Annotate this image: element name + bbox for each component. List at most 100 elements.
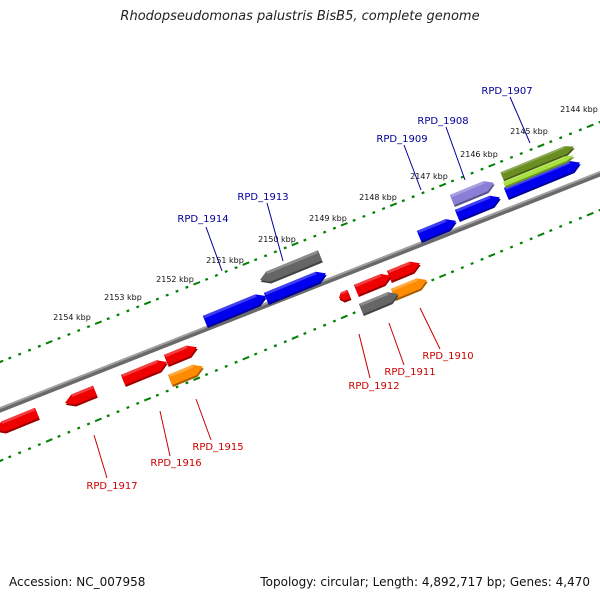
- minor-tick: [254, 258, 258, 262]
- gene-label-rpd-1915: RPD_1915: [192, 442, 243, 453]
- gene-arrow-rpd-1916: [120, 360, 168, 387]
- minor-tick: [273, 250, 278, 254]
- gene-arrow-rpd-1910-red: [386, 261, 421, 283]
- minor-tick: [519, 241, 524, 245]
- gene-arrow-rpd-1915-red: [163, 345, 198, 367]
- minor-tick: [372, 210, 376, 215]
- minor-tick: [529, 237, 533, 241]
- minor-tick: [332, 226, 337, 230]
- gene-arrow-rpd-1913-gray: [260, 250, 323, 284]
- minor-tick: [362, 214, 366, 218]
- minor-tick: [185, 381, 189, 385]
- minor-tick: [499, 249, 504, 253]
- minor-tick: [332, 319, 337, 323]
- minor-tick: [17, 451, 22, 455]
- gene-label-leader: [93, 434, 108, 479]
- minor-tick: [352, 311, 356, 315]
- major-tick: [586, 123, 594, 129]
- minor-tick: [106, 414, 110, 418]
- gene-label-leader: [195, 398, 212, 441]
- minor-tick: [165, 389, 169, 393]
- minor-tick: [578, 128, 583, 132]
- minor-tick: [431, 278, 435, 282]
- scale-rings: 2144 kbp 2145 kbp 2146 kbp 2147 kbp 2148 kbp…: [0, 105, 600, 463]
- minor-tick: [224, 269, 228, 274]
- gene-arrow-rpd-1915: [167, 364, 204, 387]
- genome-summary-text: Topology: circular; Length: 4,892,717 bp…: [260, 575, 590, 589]
- scale-label: 2147 kbp: [410, 172, 448, 181]
- major-tick: [439, 273, 447, 279]
- minor-tick: [352, 218, 356, 222]
- minor-tick: [460, 266, 464, 270]
- minor-tick: [411, 195, 415, 199]
- minor-tick: [8, 356, 12, 360]
- gene-arrow-rpd-1917: [65, 385, 98, 407]
- minor-tick: [106, 317, 110, 321]
- gene-arrow-rpd-1911: [358, 292, 399, 316]
- gene-arrow-rpd-1909: [454, 195, 501, 222]
- gene-label-rpd-1917: RPD_1917: [86, 481, 137, 492]
- major-tick: [94, 417, 102, 423]
- major-tick: [94, 320, 102, 325]
- minor-tick: [303, 331, 307, 336]
- minor-tick: [126, 309, 130, 313]
- minor-tick: [313, 327, 317, 331]
- gene-arrow-rpd-1914: [202, 294, 267, 328]
- minor-tick: [67, 430, 71, 434]
- minor-tick: [214, 368, 219, 373]
- gene-label-leader: [445, 126, 466, 181]
- minor-tick: [204, 277, 209, 281]
- minor-tick: [57, 336, 61, 340]
- major-tick: [291, 335, 299, 340]
- major-tick: [193, 281, 201, 286]
- gene-label-leader: [509, 96, 531, 144]
- gene-label-leader: [419, 307, 441, 350]
- major-tick: [340, 314, 348, 320]
- minor-tick: [224, 364, 228, 368]
- major-tick: [291, 241, 299, 247]
- minor-tick: [450, 270, 455, 274]
- gene-label-rpd-1912: RPD_1912: [348, 381, 399, 392]
- gene-arrow-rpd-1908: [449, 181, 495, 207]
- minor-tick: [421, 191, 425, 195]
- minor-tick: [263, 254, 268, 258]
- major-tick: [0, 359, 4, 364]
- minor-tick: [519, 151, 523, 156]
- minor-tick: [273, 344, 278, 348]
- minor-tick: [234, 360, 238, 364]
- minor-tick: [283, 246, 287, 250]
- minor-tick: [499, 159, 504, 163]
- major-tick: [537, 143, 545, 148]
- gene-arrow-rpd-1910: [390, 278, 428, 301]
- gene-labels: RPD_1907 RPD_1908 RPD_1909 RPD_1913 RPD_1914…: [86, 86, 532, 492]
- minor-tick: [283, 340, 287, 344]
- minor-tick: [303, 238, 307, 242]
- minor-tick: [381, 206, 386, 211]
- major-tick: [45, 438, 53, 443]
- minor-tick: [568, 132, 573, 136]
- gene-arrow-rpd-1912: [339, 289, 352, 303]
- major-tick: [488, 163, 496, 168]
- minor-tick: [549, 140, 553, 144]
- scale-label: 2153 kbp: [104, 293, 142, 302]
- minor-tick: [17, 352, 22, 356]
- minor-tick: [175, 289, 179, 293]
- minor-tick: [480, 257, 484, 261]
- gene-label-rpd-1916: RPD_1916: [150, 458, 201, 469]
- major-tick: [242, 355, 250, 361]
- minor-tick: [578, 216, 583, 220]
- minor-tick: [214, 273, 219, 278]
- minor-tick: [57, 434, 61, 438]
- gene-label-leader: [403, 144, 422, 191]
- gene-arrow-rpd-1909b: [416, 219, 457, 243]
- gene-label-rpd-1910: RPD_1910: [422, 351, 473, 362]
- minor-tick: [37, 442, 42, 447]
- minor-tick: [204, 372, 209, 377]
- scale-label: 2152 kbp: [156, 275, 194, 284]
- major-tick: [389, 202, 398, 207]
- minor-tick: [234, 266, 238, 270]
- gene-arrow-rpd-1907-lime: [503, 155, 575, 189]
- minor-tick: [27, 348, 32, 352]
- minor-tick: [77, 328, 81, 333]
